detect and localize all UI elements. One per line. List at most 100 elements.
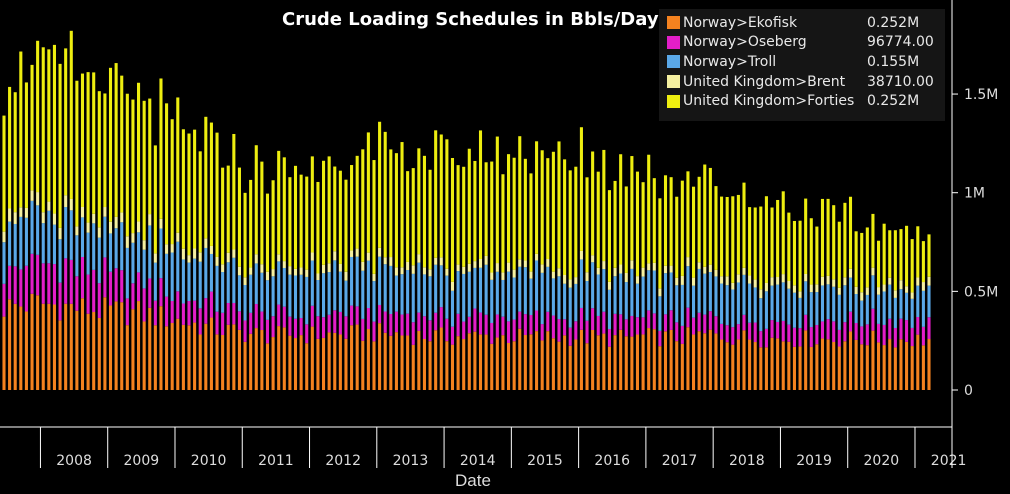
- bar-segment: [8, 86, 12, 209]
- bar-segment: [193, 248, 197, 259]
- bar-segment: [927, 276, 931, 286]
- bar-segment: [899, 229, 903, 281]
- bar-segment: [585, 177, 589, 273]
- bar-segment: [619, 314, 623, 330]
- bar-segment: [602, 311, 606, 334]
- bar-segment: [860, 300, 864, 327]
- bar-segment: [243, 277, 247, 285]
- bar-segment: [86, 232, 90, 275]
- bar-segment: [619, 264, 623, 274]
- bar-segment: [893, 347, 897, 390]
- bar-segment: [170, 322, 174, 390]
- bar-segment: [137, 221, 141, 233]
- bar-segment: [669, 310, 673, 330]
- bar-segment: [764, 328, 768, 348]
- bar-segment: [579, 259, 583, 308]
- bar-segment: [708, 167, 712, 265]
- bar-segment: [389, 265, 393, 315]
- bar-segment: [260, 330, 264, 390]
- bar-segment: [557, 341, 561, 390]
- bar-segment: [484, 314, 488, 335]
- bar-segment: [804, 330, 808, 390]
- bar-segment: [131, 309, 135, 390]
- bar-segment: [787, 288, 791, 325]
- bar-segment: [103, 257, 107, 298]
- bar-segment: [299, 274, 303, 319]
- bar-segment: [680, 284, 684, 326]
- bar-segment: [529, 173, 533, 272]
- bar-segment: [344, 338, 348, 390]
- bar-segment: [378, 304, 382, 324]
- bar-segment: [669, 265, 673, 273]
- bar-segment: [742, 182, 746, 268]
- bar-segment: [748, 322, 752, 340]
- bar-segment: [921, 345, 925, 390]
- bar-segment: [462, 166, 466, 267]
- bar-segment: [888, 339, 892, 390]
- bar-segment: [80, 73, 85, 207]
- bar-segment: [770, 337, 774, 390]
- bar-segment: [865, 345, 869, 390]
- bar-segment: [282, 261, 286, 268]
- bar-segment: [809, 218, 813, 285]
- bar-segment: [36, 40, 40, 193]
- bar-segment: [417, 148, 421, 255]
- bar-segment: [731, 282, 735, 290]
- bar-segment: [394, 275, 398, 312]
- bar-segment: [406, 171, 410, 262]
- bar-segment: [787, 324, 791, 342]
- bar-segment: [344, 280, 348, 317]
- bar-segment: [333, 260, 337, 311]
- bar-segment: [422, 267, 426, 275]
- bar-segment: [781, 341, 785, 390]
- bar-segment: [742, 314, 746, 331]
- bar-segment: [753, 287, 757, 323]
- bar-segment: [400, 274, 404, 315]
- bar-segment: [579, 250, 583, 260]
- bar-segment: [574, 283, 578, 322]
- bar-segment: [198, 308, 202, 335]
- bar-segment: [652, 270, 656, 314]
- bar-segment: [927, 317, 931, 340]
- bar-segment: [47, 263, 51, 304]
- y-tick-label: 0: [964, 383, 973, 399]
- bar-segment: [748, 339, 752, 390]
- bar-segment: [484, 162, 488, 256]
- bar-segment: [759, 347, 763, 390]
- bar-segment: [187, 325, 191, 390]
- bar-segment: [748, 275, 752, 284]
- bar-segment: [19, 216, 23, 270]
- bar-segment: [137, 82, 141, 222]
- bar-segment: [41, 223, 45, 264]
- bar-segment: [776, 199, 780, 278]
- bar-segment: [411, 265, 415, 274]
- bar-segment: [720, 283, 724, 324]
- bar-segment: [624, 319, 628, 337]
- bar-segment: [254, 145, 258, 255]
- bar-segment: [591, 330, 595, 390]
- bar-segment: [759, 331, 763, 348]
- bar-segment: [400, 267, 404, 275]
- bar-segment: [686, 171, 690, 258]
- bar-segment: [254, 254, 258, 264]
- bar-segment: [406, 270, 410, 314]
- bar-segment: [265, 319, 270, 344]
- bar-segment: [389, 149, 393, 258]
- bar-segment: [322, 317, 326, 338]
- bar-segment: [249, 267, 253, 275]
- bar-segment: [714, 333, 718, 390]
- bar-segment: [13, 223, 17, 267]
- bar-segment: [478, 130, 483, 260]
- bar-segment: [877, 294, 881, 324]
- bar-segment: [675, 196, 679, 278]
- bar-segment: [445, 341, 449, 390]
- bar-segment: [792, 327, 796, 347]
- bar-segment: [137, 301, 141, 390]
- bar-segment: [647, 263, 651, 271]
- bar-segment: [439, 134, 443, 258]
- bar-segment: [837, 346, 841, 390]
- x-tick-label: 2013: [393, 453, 429, 469]
- bar-segment: [450, 157, 455, 282]
- bar-segment: [333, 332, 337, 390]
